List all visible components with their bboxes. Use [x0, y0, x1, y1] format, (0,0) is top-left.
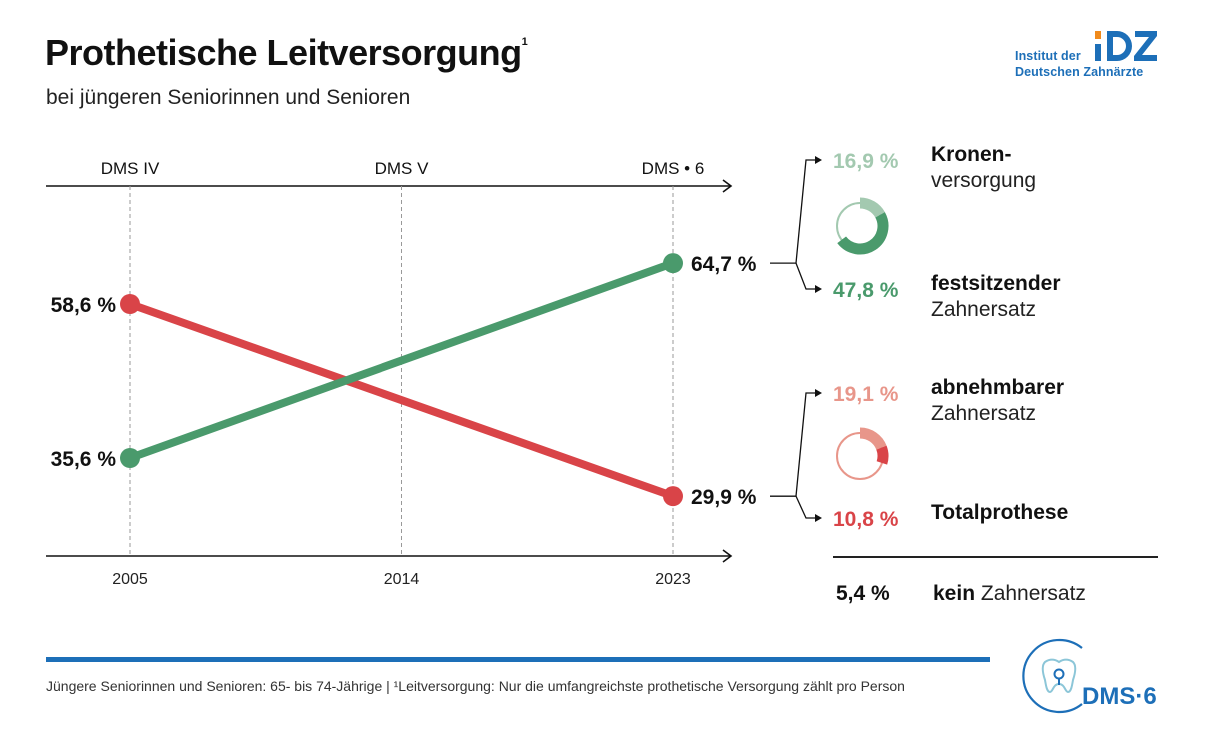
- title-footnote-mark: 1: [521, 36, 528, 48]
- breakdown-value: 19,1 %: [833, 383, 899, 406]
- idz-logo-line1: Institut der: [1015, 49, 1081, 63]
- donut-segment: [837, 212, 889, 255]
- page-title: Prothetische Leitversorgung1: [45, 32, 528, 74]
- data-point: [120, 448, 140, 468]
- idz-logo: Institut der Deutschen Zahnärzte: [1015, 28, 1165, 84]
- series-line: [126, 259, 677, 462]
- data-point: [120, 294, 140, 314]
- bracket-upper: [795, 392, 820, 497]
- bracket-upper: [795, 159, 820, 264]
- chart-labels: 58,6 % 29,9 % 35,6 % 64,7 % 16,9 % 47,8 % 19,1…: [51, 150, 899, 531]
- bracket-lower: [795, 262, 820, 290]
- top-tick-label: DMS IV: [101, 159, 160, 178]
- page-subtitle: bei jüngeren Seniorinnen und Senioren: [46, 86, 411, 109]
- line-chart: 2005 DMS IV 2014 DMS V 2023 DMS • 6 58,6 % 29,…: [46, 150, 899, 588]
- donut-segment: [859, 197, 885, 218]
- x-tick-label: 2023: [655, 571, 691, 588]
- top-tick-label: DMS • 6: [642, 159, 705, 178]
- arrowhead-icon: [815, 514, 822, 522]
- bracket-lower: [795, 495, 820, 519]
- breakdown-label-bold: festsitzender: [931, 272, 1061, 295]
- footer-bar: [46, 657, 990, 662]
- chart-grid: [129, 186, 674, 556]
- breakdown-label-bold: Kronen-: [931, 143, 1012, 166]
- donut-segment: [876, 445, 889, 465]
- top-tick-label: DMS V: [375, 159, 430, 178]
- data-label: 29,9 %: [691, 486, 757, 509]
- series-line: [126, 300, 677, 501]
- arrowhead-icon: [815, 156, 822, 164]
- none-label-bold: kein: [933, 582, 976, 605]
- divider: [833, 556, 1158, 558]
- breakdown-label-bold: Totalprothese: [931, 501, 1069, 524]
- breakdown-donuts: [836, 197, 889, 480]
- breakdown-value: 10,8 %: [833, 508, 899, 531]
- x-tick-label: 2005: [112, 571, 148, 588]
- arrowhead-icon: [815, 285, 822, 293]
- breakdown-label: festsitzender Zahnersatz: [931, 271, 1061, 323]
- top-axis-arrow-icon: [722, 179, 733, 193]
- breakdown-value: 47,8 %: [833, 279, 899, 302]
- data-point: [663, 253, 683, 274]
- breakdown-brackets: [770, 156, 822, 522]
- dms6-logo-icon: DMS·6: [1022, 638, 1157, 714]
- breakdown-label-regular: Zahnersatz: [931, 298, 1037, 321]
- data-label: 58,6 %: [51, 294, 117, 317]
- data-label: 35,6 %: [51, 448, 117, 471]
- idz-logo-line2: Deutschen Zahnärzte: [1015, 65, 1144, 79]
- breakdown-label-regular: Zahnersatz: [931, 402, 1037, 425]
- x-tick-label: 2014: [384, 571, 420, 588]
- breakdown-label: abnehmbarer Zahnersatz: [931, 375, 1064, 427]
- breakdown-label: Totalprothese: [931, 500, 1068, 526]
- none-label-regular: Zahnersatz: [975, 582, 1086, 605]
- breakdown-label: Kronen-versorgung: [931, 142, 1036, 194]
- data-label: 64,7 %: [691, 253, 757, 276]
- chart-series: [120, 253, 683, 507]
- bottom-axis-arrow-icon: [722, 549, 733, 563]
- idz-logo-text: Institut der Deutschen Zahnärzte: [1015, 48, 1143, 80]
- none-label: kein Zahnersatz: [933, 582, 1086, 606]
- idz-mark-icon: [1095, 31, 1157, 61]
- data-point: [663, 486, 683, 507]
- chart-axes: 2005 DMS IV 2014 DMS V 2023 DMS • 6: [46, 159, 733, 588]
- title-text: Prothetische Leitversorgung: [45, 32, 522, 73]
- arrowhead-icon: [815, 389, 822, 397]
- breakdown-label-bold: abnehmbarer: [931, 376, 1065, 399]
- none-value: 5,4 %: [836, 582, 890, 605]
- donut-segment: [859, 427, 887, 451]
- breakdown-label-regular: versorgung: [931, 169, 1037, 192]
- dms6-logo-text: DMS·6: [1082, 683, 1157, 710]
- footnote: Jüngere Seniorinnen und Senioren: 65- bi…: [46, 678, 905, 694]
- breakdown-value: 16,9 %: [833, 150, 899, 173]
